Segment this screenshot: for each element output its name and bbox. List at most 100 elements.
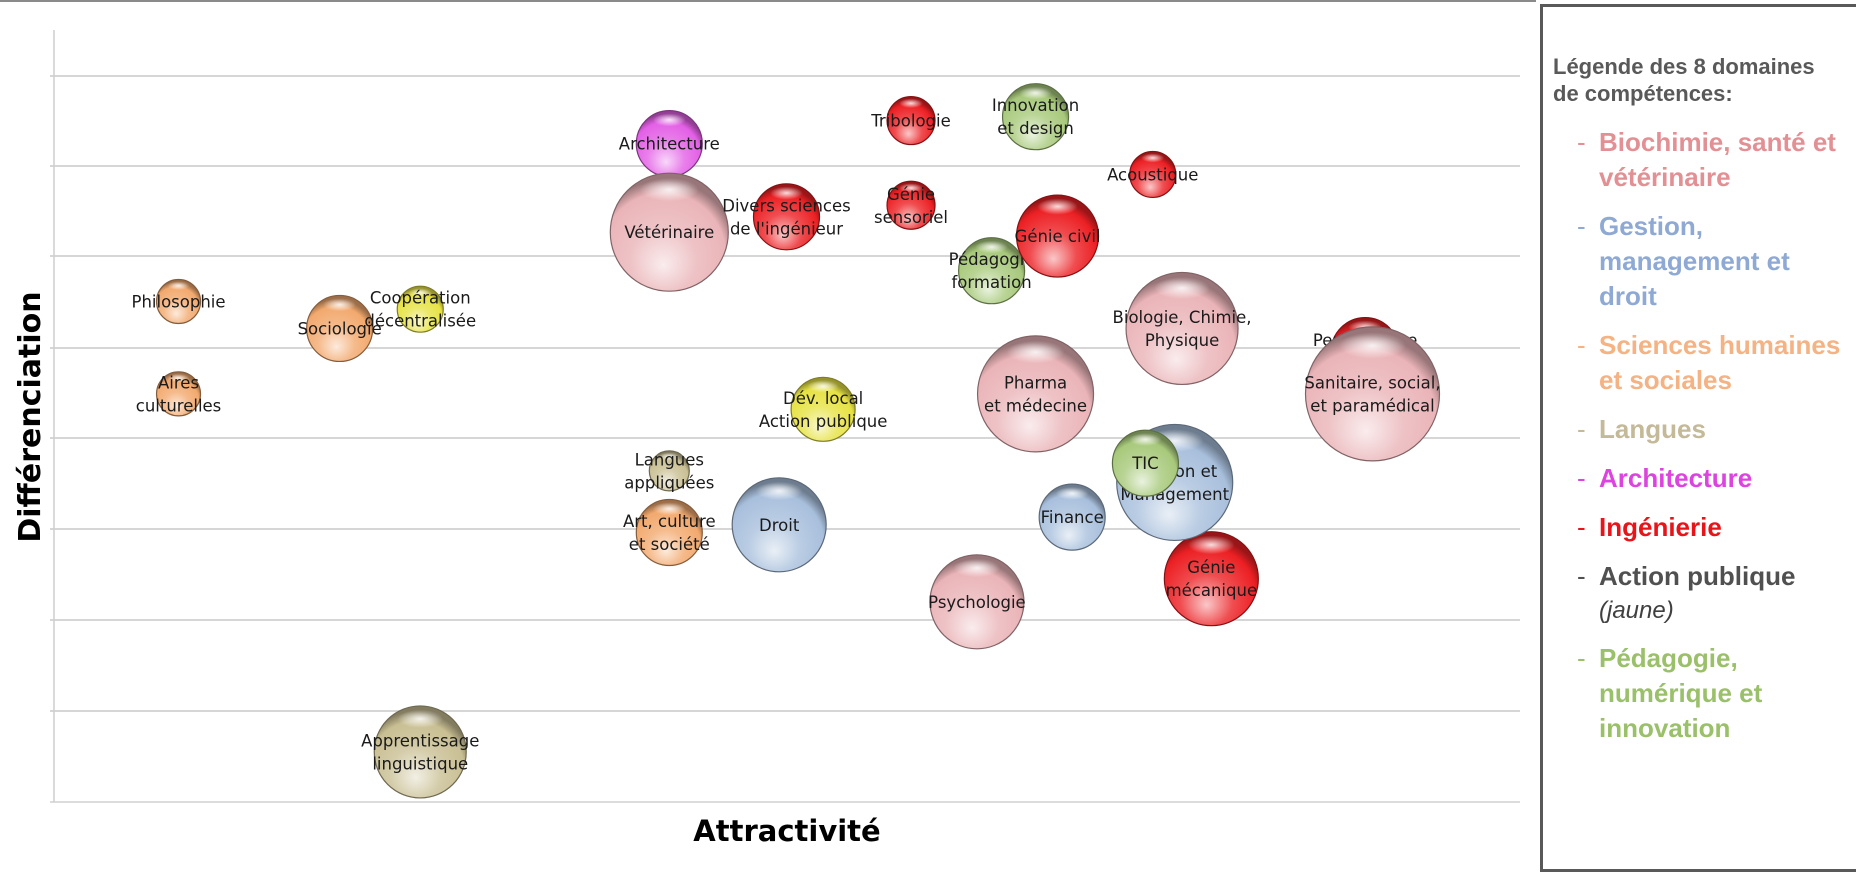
bubble-mark [886, 180, 936, 230]
legend-panel: Légende des 8 domaines de compétences: -… [1540, 4, 1856, 872]
legend-label: Pédagogie, numérique et innovation [1599, 643, 1763, 743]
bubble-label: Coopération [370, 289, 471, 308]
legend-dash: - [1577, 643, 1586, 673]
bubble-highlight [1141, 153, 1165, 163]
x-axis-label: Attractivité [693, 814, 880, 848]
bubble: Coopération décentralisée [364, 285, 476, 333]
bubble: Art, culture et société [623, 498, 716, 567]
bubble-mark [957, 237, 1026, 305]
bubble: Sanitaire, social, et paramédical [1304, 326, 1441, 462]
bubble-series: PhilosophieAiresculturellesSociologieCoo… [132, 83, 1441, 799]
legend-dash: - [1577, 127, 1586, 157]
bubble-label: Vétérinaire [624, 223, 714, 242]
bubble-highlight [652, 113, 686, 127]
bubble: Finance [1038, 483, 1106, 551]
bubble-highlight [659, 452, 680, 461]
bubble-mark [1111, 429, 1180, 497]
legend-label: Sciences humaines et sociales [1599, 330, 1841, 395]
bubble-label: Physique [1145, 331, 1219, 350]
legend-dash: - [1577, 512, 1586, 542]
legend-item: - Biochimie, santé et vétérinaire [1553, 125, 1846, 195]
bubble-label: mécanique [1166, 581, 1258, 600]
bubble: Apprentissage linguistique [361, 705, 479, 799]
legend-item: - Langues [1553, 412, 1846, 447]
bubble: Psychologie [928, 554, 1026, 650]
bubble: Acoustique [1107, 150, 1198, 199]
chart-canvas: PhilosophieAiresculturellesSociologieCoo… [13, 30, 1520, 848]
bubble-highlight [807, 379, 840, 393]
bubble-mark [155, 278, 202, 325]
y-axis-label: Différenciation [13, 291, 48, 542]
bubble-label: Génie [887, 185, 935, 204]
legend-item: - Pédagogie, numérique et innovation [1553, 641, 1846, 746]
bubble: Architecture [619, 110, 720, 178]
bubble: Tribologie [870, 95, 951, 146]
bubble-label: TIC [1131, 454, 1158, 473]
legend-dash: - [1577, 561, 1586, 591]
bubble-highlight [652, 502, 686, 516]
bubble-label: formation [951, 273, 1031, 292]
bubble-mark [1038, 483, 1106, 551]
bubble-highlight [1037, 198, 1079, 215]
bubble: Pharma et médecine [976, 335, 1095, 453]
legend-item: - Gestion, management et droit [1553, 209, 1846, 314]
bubble-highlight [1187, 535, 1235, 555]
legend-item: - Action publique (jaune) [1553, 559, 1846, 627]
bubble-highlight [397, 709, 444, 729]
bubble-highlight [167, 281, 190, 291]
bubble-label: Apprentissage [361, 731, 479, 750]
bubble-mark [396, 285, 444, 333]
bubble-label: Tribologie [870, 112, 950, 131]
bubble-mark [306, 294, 374, 363]
bubble-label: de l'ingénieur [730, 219, 843, 238]
bubble-mark [790, 376, 856, 442]
bubble-mark [1125, 271, 1239, 386]
bubble-label: Biologie, Chimie, [1113, 308, 1252, 327]
bubble-mark [648, 450, 690, 492]
bubble-mark [731, 477, 827, 573]
bubble-highlight [1055, 486, 1089, 500]
legend-label: Langues [1599, 414, 1706, 444]
bubble-label: et société [629, 535, 710, 554]
bubble-highlight [1019, 86, 1053, 100]
bubble-highlight [975, 240, 1009, 254]
bubble-label: sensoriel [874, 208, 948, 227]
bubble: Vétérinaire [609, 172, 729, 292]
bubble-label: Acoustique [1107, 165, 1198, 184]
bubble-label: appliquées [624, 473, 714, 492]
bubble-label: Action publique [759, 412, 888, 431]
bubble-mark [1163, 531, 1259, 627]
legend-label: Biochimie, santé et vétérinaire [1599, 127, 1836, 192]
bubble: Génie sensoriel [874, 180, 948, 230]
legend-note: (jaune) [1599, 597, 1674, 624]
legend-label: Action publique (jaune) [1599, 559, 1846, 627]
legend-dash: - [1577, 211, 1586, 241]
bubble-mark [609, 172, 729, 292]
bubble-label: et médecine [984, 396, 1087, 415]
bubble-label: Architecture [619, 135, 720, 154]
bubble: Divers sciences de l'ingénieur [722, 183, 851, 251]
bubble-label: Pharma [1004, 373, 1067, 392]
bubble-label: décentralisée [364, 312, 476, 331]
bubble-mark [1015, 194, 1100, 278]
bubble-label: Génie [1187, 558, 1235, 577]
bubble-label: Finance [1041, 508, 1104, 527]
bubble-mark [886, 95, 936, 146]
bubble-highlight [770, 186, 803, 200]
bubble-label: et design [997, 119, 1074, 138]
bubble-mark [1129, 150, 1177, 199]
legend-label: Architecture [1599, 463, 1753, 493]
bubble-label: Philosophie [132, 293, 226, 312]
bubble-mark [155, 371, 202, 417]
bubble-label: Aires [158, 373, 199, 392]
bubble-mark [752, 183, 821, 251]
bubble: Pédagogie formation [949, 237, 1035, 305]
bubble-mark [373, 705, 467, 799]
bubble-label: Art, culture [623, 512, 716, 531]
bubble-mark [929, 554, 1025, 650]
legend-item: - Sciences humaines et sociales [1553, 328, 1846, 398]
bubble: Génie mécanique [1163, 531, 1259, 627]
bubble-highlight [953, 558, 1001, 578]
bubble-label: Dév. local [783, 389, 863, 408]
bubble-label: et paramédical [1310, 396, 1434, 415]
